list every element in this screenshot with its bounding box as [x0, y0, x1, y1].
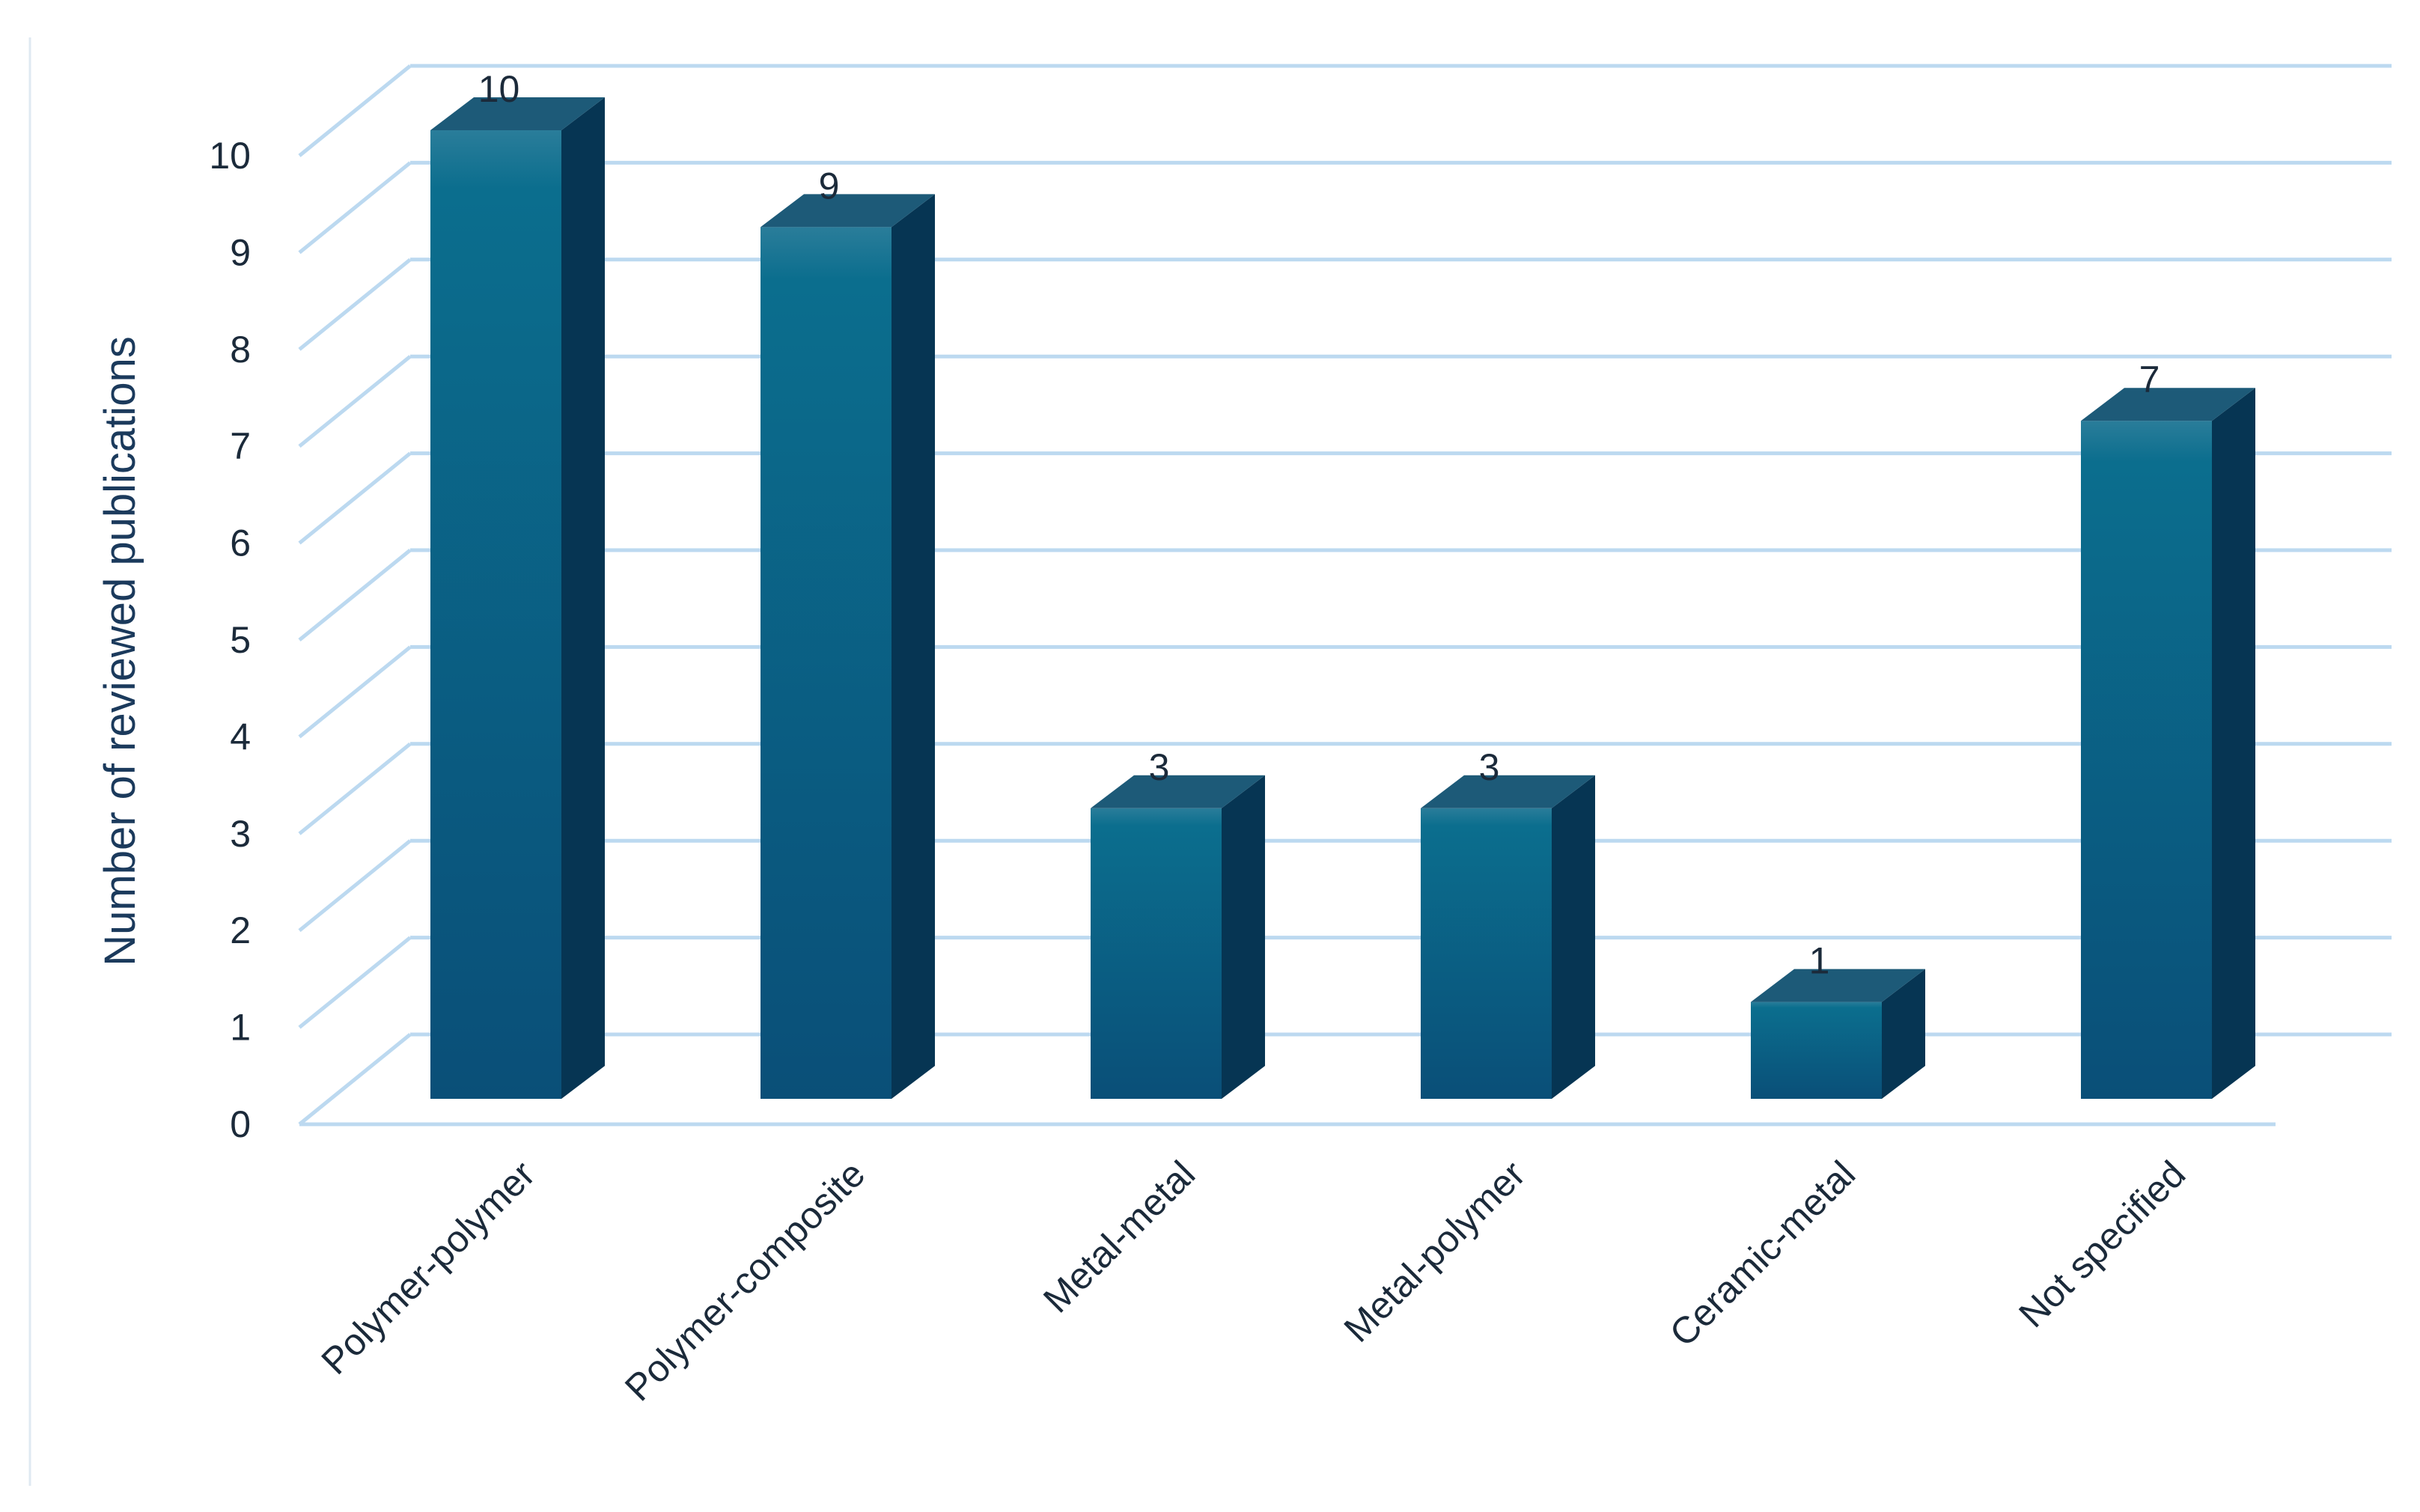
data-label: 7	[2139, 359, 2160, 400]
bar-front	[430, 130, 561, 1099]
x-category-label: Metal-polymer	[1336, 1153, 1534, 1350]
gridline-side-7	[298, 355, 412, 448]
gridline-side-3	[298, 742, 412, 835]
x-category-label: Ceramic-metal	[1662, 1153, 1863, 1354]
bar-front	[1091, 808, 1222, 1099]
y-tick-label: 10	[209, 135, 251, 177]
gridline-side-8	[298, 257, 412, 351]
bar-side	[892, 194, 935, 1099]
bar-top	[430, 97, 605, 130]
gridline-side-0	[298, 1033, 412, 1126]
y-tick-label: 6	[230, 522, 251, 564]
bar-side	[561, 97, 605, 1099]
x-axis-categories: Polymer-polymer Polymer-composite Metal-me…	[313, 1153, 2193, 1409]
y-tick-label: 9	[230, 231, 251, 273]
y-tick-label: 5	[230, 619, 251, 661]
bar-not-specified	[2081, 388, 2255, 1099]
y-tick-label: 4	[230, 716, 251, 757]
x-category-label: Not specified	[2011, 1153, 2193, 1335]
data-label: 3	[1479, 746, 1500, 788]
gridline-side-2	[298, 839, 412, 933]
bars	[430, 97, 2255, 1099]
x-category-label: Polymer-composite	[617, 1153, 873, 1409]
gridline-side-9	[298, 161, 412, 254]
y-axis-ticks: 0 1 2 3 4 5 6 7 8 9 10	[209, 135, 251, 1145]
bar-side	[1552, 775, 1595, 1099]
gridlines	[298, 64, 2392, 1127]
bar-top	[1421, 775, 1595, 808]
data-label: 10	[478, 68, 520, 110]
data-label: 9	[819, 165, 840, 207]
bar-top	[2081, 388, 2255, 421]
gridline-side-5	[298, 549, 412, 641]
bar-front	[1421, 808, 1552, 1099]
bar-polymer-polymer	[430, 97, 605, 1099]
x-category-label: Polymer-polymer	[313, 1153, 543, 1383]
y-tick-label: 1	[230, 1007, 251, 1049]
y-tick-label: 3	[230, 813, 251, 855]
bar-front	[761, 227, 892, 1099]
gridline-side-4	[298, 645, 412, 739]
y-axis-title: Number of reviewed publications	[96, 336, 144, 966]
bar-metal-polymer	[1421, 775, 1595, 1099]
bar-top	[1751, 969, 1925, 1002]
y-tick-label: 2	[230, 909, 251, 951]
y-tick-label: 7	[230, 425, 251, 467]
bar-side	[1222, 775, 1265, 1099]
gridline-side-10	[298, 64, 412, 157]
bar-top	[1091, 775, 1265, 808]
data-label: 1	[1809, 940, 1830, 982]
x-category-label: Metal-metal	[1035, 1153, 1203, 1320]
y-tick-label: 0	[230, 1103, 251, 1145]
gridline-side-1	[298, 936, 412, 1029]
bar-side	[1882, 969, 1925, 1099]
y-tick-label: 8	[230, 329, 251, 371]
gridline-side-6	[298, 451, 412, 545]
bar-side	[2212, 388, 2255, 1099]
bar-ceramic-metal	[1751, 969, 1925, 1099]
bar-metal-metal	[1091, 775, 1265, 1099]
bar-top	[761, 194, 935, 228]
bar-front	[1751, 1002, 1882, 1099]
data-label: 3	[1149, 746, 1170, 788]
bar-polymer-composite	[761, 194, 935, 1099]
data-labels: 10 9 3 3 1 7	[478, 68, 2160, 982]
bar-front	[2081, 421, 2212, 1099]
